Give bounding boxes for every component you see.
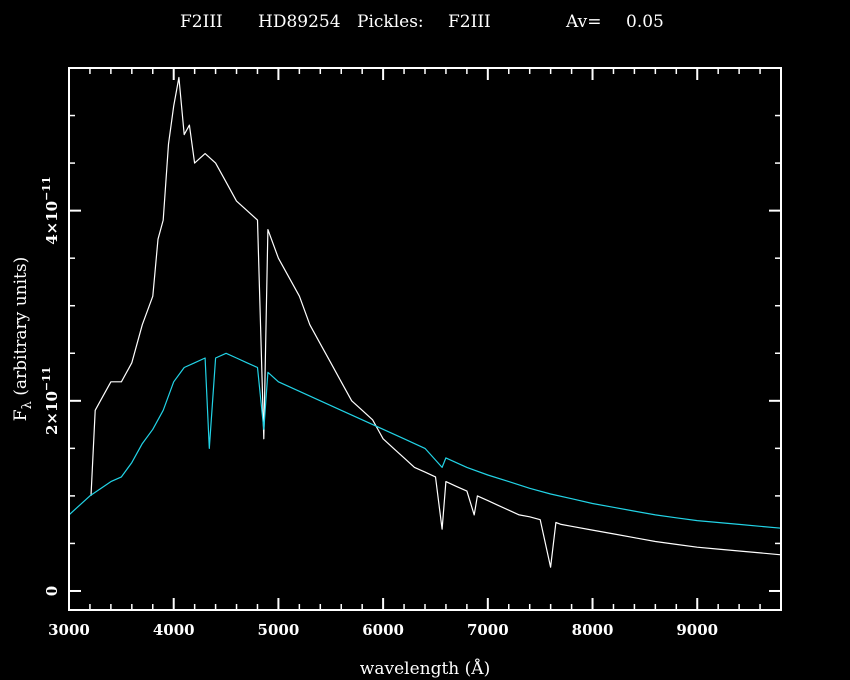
title-star: HD89254 [258,12,341,32]
x-tick-label: 7000 [467,621,509,639]
y-tick-label: 0 [43,586,61,596]
series-line-observed [90,76,782,568]
series-line-template [68,352,782,529]
x-axis-label: wavelength (Å) [360,658,490,679]
y-tick-label-exp: −11 [40,367,53,392]
svg-text:Fλ (arbitrary units): Fλ (arbitrary units) [11,257,35,421]
series-layer [68,76,782,568]
y-tick-label-text: 0 [43,586,61,596]
x-tick-label: 3000 [48,621,90,639]
y-axis-label-rest: (arbitrary units) [11,257,31,401]
x-tick-label: 9000 [676,621,718,639]
x-tick-label: 8000 [572,621,614,639]
title-pickles-label: Pickles: [357,12,424,32]
chart-title: F2III HD89254 Pickles: F2III Av= 0.05 [180,12,664,32]
y-tick-label-exp: −11 [40,176,53,201]
tick-layer: 3000 4000 5000 6000 7000 8000 900002×10−114×10… [40,68,782,639]
title-pickles-type: F2III [448,12,491,32]
x-tick-label: 5000 [258,621,300,639]
title-sptype: F2III [180,12,223,32]
x-tick-label: 6000 [362,621,404,639]
y-axis-label-f: F [11,409,31,421]
y-axis-label-sub: λ [20,401,35,409]
x-tick-label: 4000 [153,621,195,639]
title-av-value: 0.05 [626,12,664,32]
title-av-label: Av= [565,12,601,32]
y-axis-label: Fλ (arbitrary units) [11,257,35,421]
